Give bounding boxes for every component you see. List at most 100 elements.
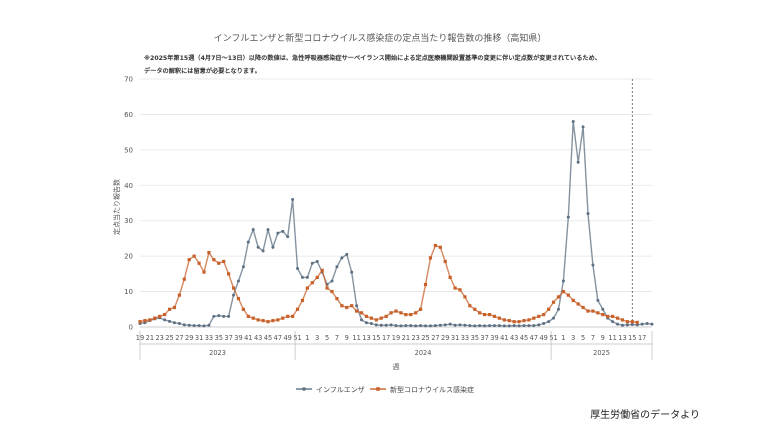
point-covid	[251, 316, 255, 320]
point-covid	[281, 316, 285, 320]
year-label: 2023	[209, 349, 226, 357]
legend-marker-covid	[376, 387, 380, 391]
point-covid	[399, 311, 403, 315]
point-covid	[217, 261, 221, 265]
legend-marker-influenza	[302, 387, 306, 391]
x-tick-label: 39	[234, 334, 242, 342]
y-tick-label: 10	[124, 288, 133, 296]
point-covid	[167, 307, 172, 311]
point-influenza	[571, 120, 575, 124]
point-influenza	[478, 324, 482, 328]
point-covid	[389, 311, 393, 315]
point-influenza	[222, 314, 226, 318]
point-influenza	[453, 323, 457, 327]
y-tick-label: 60	[124, 111, 133, 119]
x-tick-label: 51	[293, 334, 301, 342]
x-tick-label: 13	[362, 334, 370, 342]
point-influenza	[502, 324, 506, 328]
point-covid	[497, 316, 501, 320]
point-covid	[335, 297, 339, 301]
point-covid	[630, 320, 634, 324]
series-line-0	[139, 121, 653, 327]
x-tick-label: 49	[539, 334, 547, 342]
point-covid	[315, 275, 319, 279]
point-influenza	[350, 270, 354, 274]
point-influenza	[512, 324, 516, 328]
x-tick-label: 23	[411, 334, 419, 342]
point-influenza	[187, 323, 191, 327]
x-tick-label: 43	[254, 334, 262, 342]
x-tick-label: 45	[264, 334, 272, 342]
point-covid	[527, 318, 531, 322]
point-covid	[158, 314, 162, 318]
point-covid	[487, 313, 492, 317]
point-covid	[295, 307, 300, 311]
point-influenza	[517, 324, 521, 328]
chart-note-line-2: データの解釈には留意が必要となります。	[144, 67, 261, 75]
point-influenza	[172, 321, 176, 325]
point-covid	[330, 289, 334, 294]
x-tick-label: 3	[315, 334, 319, 342]
x-tick-label: 25	[165, 334, 173, 342]
point-covid	[601, 313, 605, 317]
point-influenza	[197, 324, 201, 328]
x-tick-label: 37	[224, 334, 232, 342]
point-covid	[266, 320, 270, 324]
y-tick-label: 0	[129, 324, 133, 332]
point-covid	[596, 311, 600, 315]
point-influenza	[650, 322, 654, 326]
point-influenza	[300, 275, 304, 279]
point-covid	[468, 304, 472, 308]
x-tick-label: 25	[421, 334, 429, 342]
point-covid	[512, 320, 516, 324]
y-axis-ticks: 0 10 20 30 40 50 60 70	[124, 76, 133, 332]
point-influenza	[424, 324, 428, 328]
point-influenza	[492, 324, 496, 328]
point-influenza	[616, 322, 620, 326]
point-influenza	[497, 324, 501, 328]
point-covid	[276, 318, 280, 322]
point-covid	[222, 259, 226, 264]
point-covid	[261, 319, 265, 323]
x-tick-label: 7	[591, 334, 595, 342]
point-influenza	[463, 323, 467, 327]
point-covid	[433, 243, 437, 248]
chart-note-line-1: ※2025年第15週（4月7日～13日）以降の数値は、急性呼吸器感染症サーベイラ…	[144, 53, 601, 62]
point-influenza	[542, 321, 546, 325]
x-tick-label: 43	[510, 334, 518, 342]
point-covid	[384, 314, 388, 318]
x-tick-label: 21	[402, 334, 410, 342]
y-tick-label: 70	[124, 76, 133, 84]
point-influenza	[374, 323, 378, 327]
point-covid	[286, 314, 290, 318]
point-influenza	[596, 298, 600, 302]
point-covid	[423, 282, 428, 287]
point-covid	[320, 268, 324, 272]
point-influenza	[611, 320, 615, 324]
chart-title: インフルエンザと新型コロナウイルス感染症の定点当たり報告数の推移（高知県）	[214, 32, 547, 44]
point-influenza	[296, 267, 300, 271]
year-label: 2024	[415, 349, 432, 357]
point-influenza	[414, 324, 418, 328]
point-influenza	[251, 228, 255, 232]
point-influenza	[419, 324, 423, 328]
point-influenza	[576, 160, 580, 164]
point-covid	[625, 320, 629, 324]
x-tick-label: 1	[305, 334, 309, 342]
x-tick-label: 35	[215, 334, 223, 342]
point-covid	[227, 272, 231, 276]
point-influenza	[271, 245, 275, 249]
point-covid	[542, 313, 546, 317]
point-covid	[300, 298, 305, 303]
point-influenza	[192, 324, 196, 328]
point-influenza	[360, 318, 364, 322]
x-tick-label: 15	[628, 334, 636, 342]
x-tick-label: 33	[461, 334, 469, 342]
point-influenza	[310, 261, 314, 265]
point-influenza	[620, 323, 624, 327]
series-layer	[138, 120, 654, 328]
point-influenza	[527, 324, 531, 328]
point-influenza	[556, 307, 560, 311]
point-influenza	[394, 324, 398, 328]
